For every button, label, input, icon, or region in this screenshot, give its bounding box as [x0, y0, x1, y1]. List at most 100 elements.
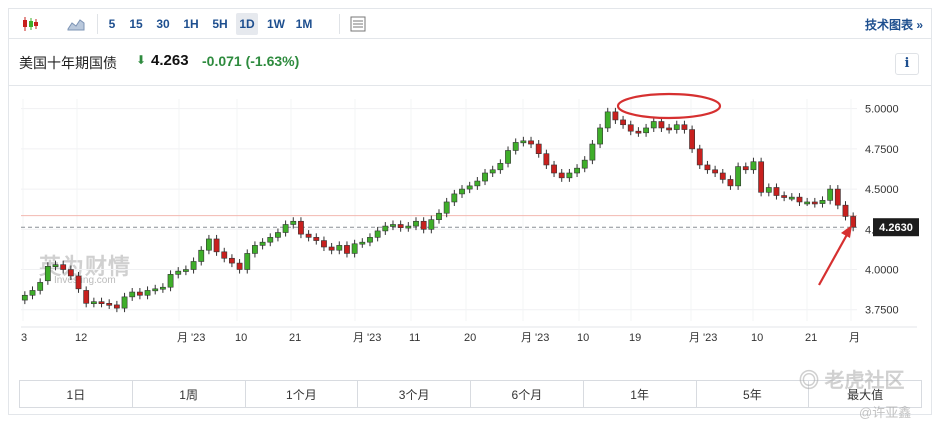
area-chart-icon[interactable]: [65, 13, 87, 35]
candle-body: [321, 240, 327, 248]
candle-body: [52, 264, 59, 267]
chart-settings-icon[interactable]: [347, 13, 369, 35]
candle-body: [466, 185, 473, 190]
info-icon[interactable]: i: [895, 53, 919, 75]
candle-body: [75, 275, 82, 290]
range-button-4[interactable]: 6个月: [471, 381, 584, 407]
technical-chart-link[interactable]: 技术图表 »: [864, 18, 923, 32]
last-price-tag: [873, 218, 919, 237]
candle-body: [21, 294, 28, 301]
range-button-3[interactable]: 3个月: [358, 381, 471, 407]
x-tick-label: 月: [849, 332, 860, 344]
candle-body: [44, 266, 51, 282]
candle-body: [282, 224, 289, 233]
x-tick-label: 10: [577, 332, 589, 344]
y-tick-label: 4.5000: [865, 184, 899, 196]
x-tick-label: 月 '23: [521, 332, 549, 344]
price-change: -0.071 (-1.63%): [202, 53, 300, 69]
candle-body: [175, 270, 182, 275]
candle-body: [374, 230, 381, 238]
interval-15-button[interactable]: 15: [129, 17, 143, 31]
candle-body: [535, 143, 542, 154]
candle-body: [382, 225, 389, 232]
candle-body: [305, 233, 312, 238]
candle-body: [359, 241, 366, 245]
candle-body: [451, 193, 458, 203]
candle-body: [37, 282, 44, 291]
interval-5-button[interactable]: 5: [108, 17, 116, 31]
candle-body: [413, 220, 419, 227]
range-button-5[interactable]: 1年: [584, 381, 697, 407]
candle-body: [581, 159, 588, 169]
candle-body: [244, 253, 251, 270]
interval-1d-button[interactable]: 1D: [236, 13, 258, 35]
candle-body: [558, 172, 565, 179]
interval-5h-button[interactable]: 5H: [212, 17, 228, 31]
last-price: 4.263: [151, 52, 189, 69]
candle-body: [842, 204, 849, 217]
range-button-1[interactable]: 1周: [133, 381, 246, 407]
candle-body: [90, 301, 97, 304]
candle-body: [198, 249, 205, 262]
candle-body: [397, 224, 404, 228]
candle-body: [290, 220, 297, 225]
candle-body: [512, 142, 519, 151]
candle-body: [589, 143, 596, 161]
candle-body: [719, 172, 726, 180]
y-tick-label: 4.7500: [865, 144, 899, 156]
candle-body: [796, 196, 803, 203]
candle-body: [436, 212, 442, 220]
candle-body: [190, 261, 197, 270]
range-button-6[interactable]: 5年: [697, 381, 810, 407]
candle-body: [658, 121, 665, 129]
candle-body: [405, 225, 412, 229]
chart-widget: 5 15 30 1H 5H 1D 1W 1M 技术图表 » 美国十年期国债 ⬇ 4.263 -…: [8, 8, 932, 420]
x-tick-label: 月 '23: [353, 332, 381, 344]
candle-body: [113, 304, 120, 309]
x-tick-label: 20: [464, 332, 476, 344]
y-tick-label: 3.7500: [865, 305, 899, 317]
price-chart[interactable]: 5.00004.75004.50004.25004.00003.7500312月…: [9, 9, 931, 377]
candle-body: [129, 291, 136, 298]
candlestick-icon[interactable]: [19, 13, 41, 35]
candle-body: [474, 180, 481, 187]
candle-body: [267, 237, 274, 243]
interval-30-button[interactable]: 30: [156, 17, 170, 31]
x-tick-label: 月 '23: [689, 332, 717, 344]
last-price-tag-label: 4.2630: [879, 222, 913, 234]
candle-body: [497, 163, 504, 171]
candle-body: [850, 216, 857, 228]
annotation-arrow: [818, 230, 850, 286]
candle-body: [543, 153, 550, 166]
tiger-watermark: ◎ 老虎社区: [799, 370, 905, 392]
candle-body: [758, 161, 765, 193]
candle-body: [275, 232, 281, 238]
candle-body: [29, 290, 36, 296]
range-button-0[interactable]: 1日: [20, 381, 133, 407]
x-tick-label: 11: [409, 332, 420, 344]
x-tick-label: 3: [21, 332, 27, 344]
interval-1h-button[interactable]: 1H: [183, 17, 199, 31]
candle-body: [750, 161, 757, 171]
x-tick-label: 月 '23: [177, 332, 205, 344]
candle-body: [781, 195, 788, 198]
highlight-ellipse: [616, 92, 722, 120]
candle-body: [221, 251, 228, 259]
candle-body: [673, 124, 680, 130]
quote-header: 美国十年期国债 ⬇ 4.263 -0.071 (-1.63%) i: [9, 40, 931, 86]
candle-body: [735, 166, 742, 187]
candle-body: [167, 274, 174, 288]
interval-1m-button[interactable]: 1M: [295, 17, 313, 31]
y-tick-label: 4.0000: [865, 265, 899, 277]
range-button-2[interactable]: 1个月: [246, 381, 359, 407]
range-button-7[interactable]: 最大值: [847, 387, 884, 402]
interval-1w-button[interactable]: 1W: [267, 17, 285, 31]
candle-body: [696, 148, 703, 166]
candle-body: [505, 150, 511, 164]
candle-body: [252, 245, 258, 254]
candle-body: [98, 301, 105, 304]
candle-body: [597, 127, 603, 145]
candle-body: [83, 290, 90, 304]
candle-body: [144, 290, 151, 296]
candle-body: [443, 201, 450, 214]
